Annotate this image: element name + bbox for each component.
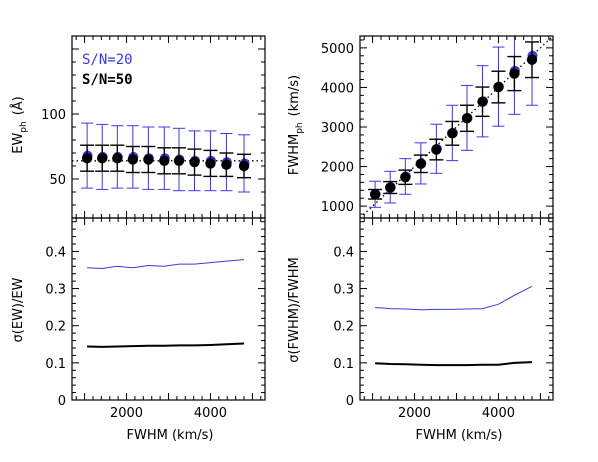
data-point <box>369 189 381 200</box>
reference-line <box>359 35 554 219</box>
fwhm-ph-ylabel-main: FWHM <box>287 134 302 175</box>
panel-fwhm-ph-vs-fwhm: 1000 2000 3000 4000 5000 FWHMph (km/s) <box>287 35 554 219</box>
ew-ylabel-sub: ph <box>19 121 29 132</box>
ew-ylabel-unit: (Å) <box>10 96 26 115</box>
series-line-sn50 <box>87 342 245 348</box>
series-line-sn20 <box>87 259 245 270</box>
data-point <box>509 68 520 79</box>
data-point <box>385 182 396 193</box>
data-point <box>189 156 200 168</box>
data-point <box>221 159 232 170</box>
legend-sn20: S/N=20 <box>82 52 133 68</box>
data-point <box>173 155 185 166</box>
data-point <box>81 153 93 164</box>
y-tick-label: 0.4 <box>333 245 354 260</box>
series-sn50 <box>80 144 252 179</box>
x-tick-label: 4000 <box>482 406 515 421</box>
fwhm-ph-ylabel-unit: (km/s) <box>287 75 302 117</box>
y-tick-label: 0.2 <box>45 320 66 335</box>
data-point <box>415 158 427 169</box>
x-tick-label: 4000 <box>194 406 227 421</box>
data-point <box>127 154 139 165</box>
data-point <box>400 172 411 183</box>
data-point <box>112 153 123 164</box>
series-sn50 <box>368 41 540 200</box>
panel-sigma-ew: 0 0.1 0.2 0.3 0.4 2000 4000 σ(EW)/EW FWHM (km/… <box>11 217 266 443</box>
panel-ew-ticks: 50 100 <box>41 35 265 219</box>
data-point <box>461 113 473 124</box>
panel-fwhm-ph-ticks: 1000 2000 3000 4000 5000 <box>321 36 553 218</box>
data-point <box>205 158 216 169</box>
panel-sigma-ew-marks <box>87 259 245 348</box>
x-tick-label: 2000 <box>398 406 431 421</box>
y-tick-label: 0 <box>58 394 66 409</box>
fwhm-ph-ylabel-sub: ph <box>295 122 305 133</box>
legend-sn50: S/N=50 <box>82 72 133 88</box>
panel-ew-vs-fwhm: 50 100 EWph (Å) S/N=20 S/N=50 <box>10 35 266 219</box>
panel-sigma-ew-frame <box>71 217 266 401</box>
y-tick-label: 0.1 <box>333 357 354 372</box>
panel-ew-marks <box>72 122 265 193</box>
y-tick-label: 3000 <box>321 121 354 136</box>
data-point <box>526 54 538 65</box>
y-tick-label: 0.1 <box>45 357 66 372</box>
panel-fwhm-ph-marks <box>359 35 554 219</box>
y-tick-label: 0.3 <box>45 283 66 298</box>
y-tick-label: 0.2 <box>333 320 354 335</box>
ew-ylabel-main: EW <box>11 133 26 154</box>
y-tick-label: 2000 <box>321 161 354 176</box>
y-tick-label: 50 <box>49 173 66 188</box>
panel-sigma-fwhm-ticks: 0 0.1 0.2 0.3 0.4 2000 4000 <box>333 218 553 421</box>
data-point <box>143 154 154 165</box>
data-point <box>159 155 170 166</box>
y-tick-label: 0.4 <box>45 245 66 260</box>
y-tick-label: 4000 <box>321 81 354 96</box>
data-point <box>447 128 458 139</box>
series-line-sn20 <box>375 285 533 311</box>
x-tick-label: 2000 <box>110 406 143 421</box>
sigma-ew-xlabel: FWHM (km/s) <box>127 428 214 443</box>
data-point <box>477 96 488 107</box>
data-point <box>97 153 108 164</box>
panel-sigma-fwhm-frame <box>359 217 554 401</box>
panel-sigma-ew-ticks: 0 0.1 0.2 0.3 0.4 2000 4000 <box>45 218 265 421</box>
y-tick-label: 5000 <box>321 42 354 57</box>
sigma-ew-ylabel: σ(EW)/EW <box>11 277 26 342</box>
y-tick-label: 0.3 <box>333 283 354 298</box>
y-tick-label: 1000 <box>321 200 354 215</box>
data-point <box>431 144 442 155</box>
y-tick-label: 0 <box>346 394 354 409</box>
y-tick-label: 100 <box>41 108 66 123</box>
ew-ylabel: EWph (Å) <box>10 96 29 154</box>
sigma-fwhm-xlabel: FWHM (km/s) <box>416 428 503 443</box>
fwhm-ph-ylabel: FWHMph (km/s) <box>287 75 305 175</box>
series-line-sn50 <box>375 361 533 367</box>
sigma-fwhm-ylabel: σ(FWHM)/FWHM <box>287 257 302 362</box>
panel-sigma-fwhm-marks <box>375 285 533 367</box>
data-point <box>238 160 250 172</box>
data-point <box>493 81 504 93</box>
panel-sigma-fwhm: 0 0.1 0.2 0.3 0.4 2000 4000 σ(FWHM)/FWHM FWHM … <box>287 217 554 443</box>
